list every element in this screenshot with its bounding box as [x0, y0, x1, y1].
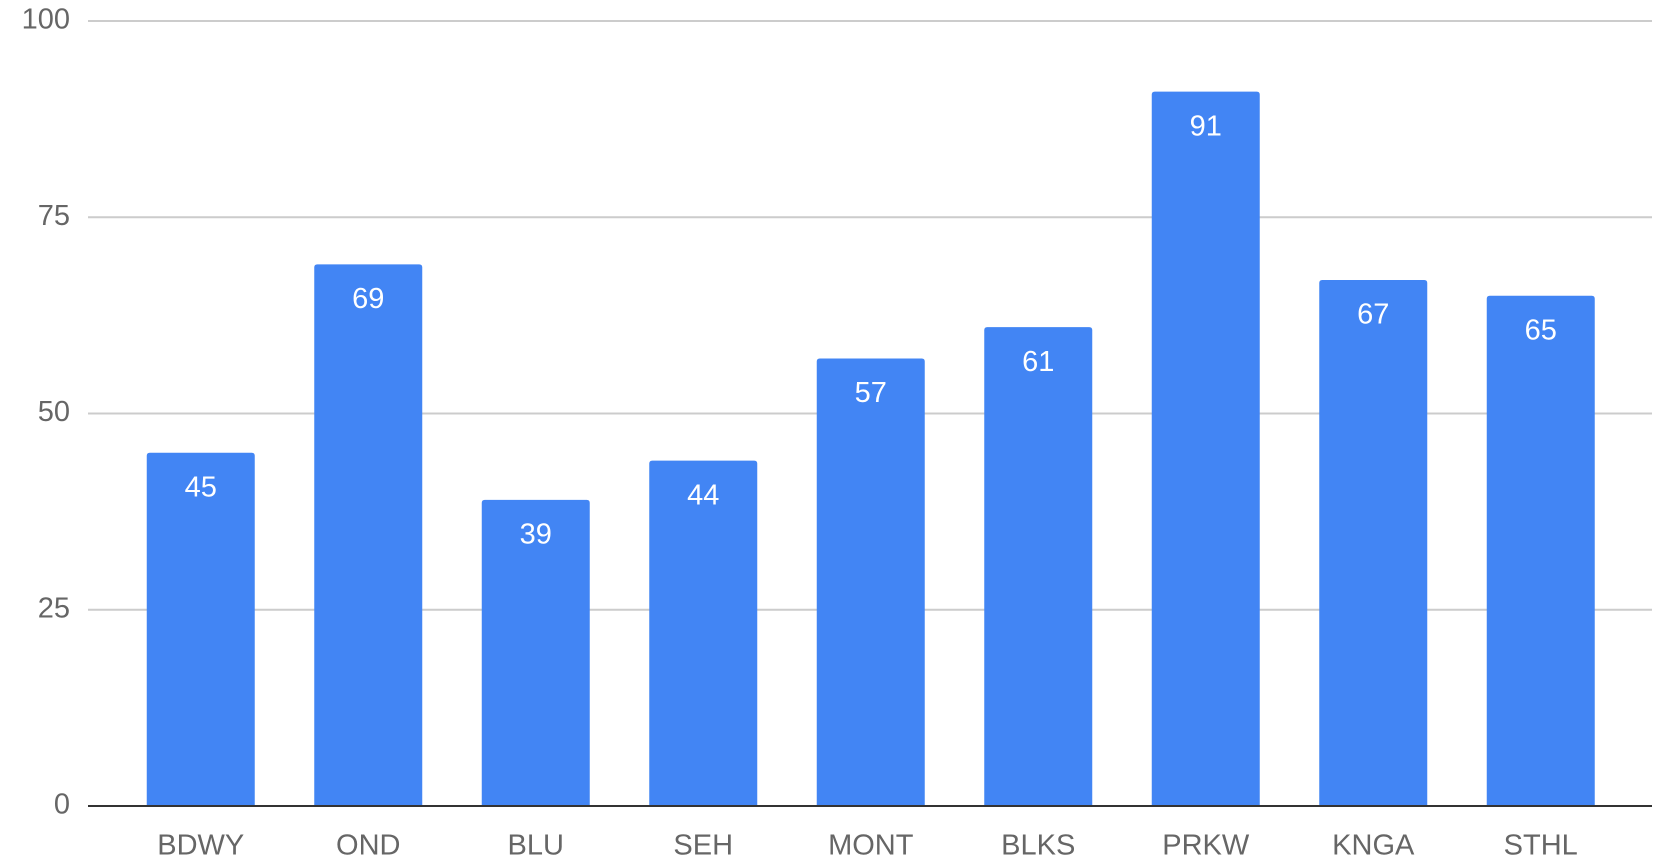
bar [314, 264, 423, 807]
value-label: 69 [352, 283, 384, 315]
bar [1486, 295, 1595, 806]
value-label: 65 [1525, 314, 1557, 346]
x-tick-label: MONT [828, 830, 914, 862]
value-label: 61 [1022, 346, 1054, 378]
x-tick-label: KNGA [1332, 830, 1415, 862]
value-label: 67 [1357, 299, 1389, 331]
y-tick-label: 25 [38, 592, 70, 624]
x-tick-label: BLU [508, 830, 564, 862]
x-tick-label: STHL [1504, 830, 1578, 862]
bar [1151, 91, 1260, 806]
value-label: 91 [1190, 110, 1222, 142]
y-tick-label: 50 [38, 396, 70, 428]
value-label: 57 [855, 377, 887, 409]
x-tick-label: BLKS [1001, 830, 1075, 862]
bar [146, 452, 255, 806]
value-label: 44 [687, 479, 719, 511]
bar [816, 358, 925, 806]
bar [984, 327, 1093, 806]
bar [481, 499, 590, 806]
x-tick-label: BDWY [157, 830, 244, 862]
bar [649, 460, 758, 806]
x-tick-label: SEH [673, 830, 733, 862]
y-tick-label: 75 [38, 200, 70, 232]
y-tick-label: 0 [54, 789, 70, 821]
x-tick-label: PRKW [1162, 830, 1250, 862]
value-label: 45 [185, 471, 217, 503]
x-tick-label: OND [336, 830, 400, 862]
bar [1319, 280, 1428, 806]
y-tick-label: 100 [22, 4, 70, 36]
value-label: 39 [520, 519, 552, 551]
